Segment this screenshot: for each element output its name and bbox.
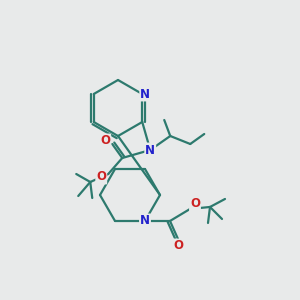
Text: O: O (190, 197, 200, 211)
Text: N: N (145, 143, 155, 157)
Text: N: N (140, 214, 150, 227)
Text: O: O (96, 170, 106, 184)
Text: N: N (140, 88, 150, 100)
Text: O: O (173, 239, 183, 253)
Text: O: O (100, 134, 110, 148)
